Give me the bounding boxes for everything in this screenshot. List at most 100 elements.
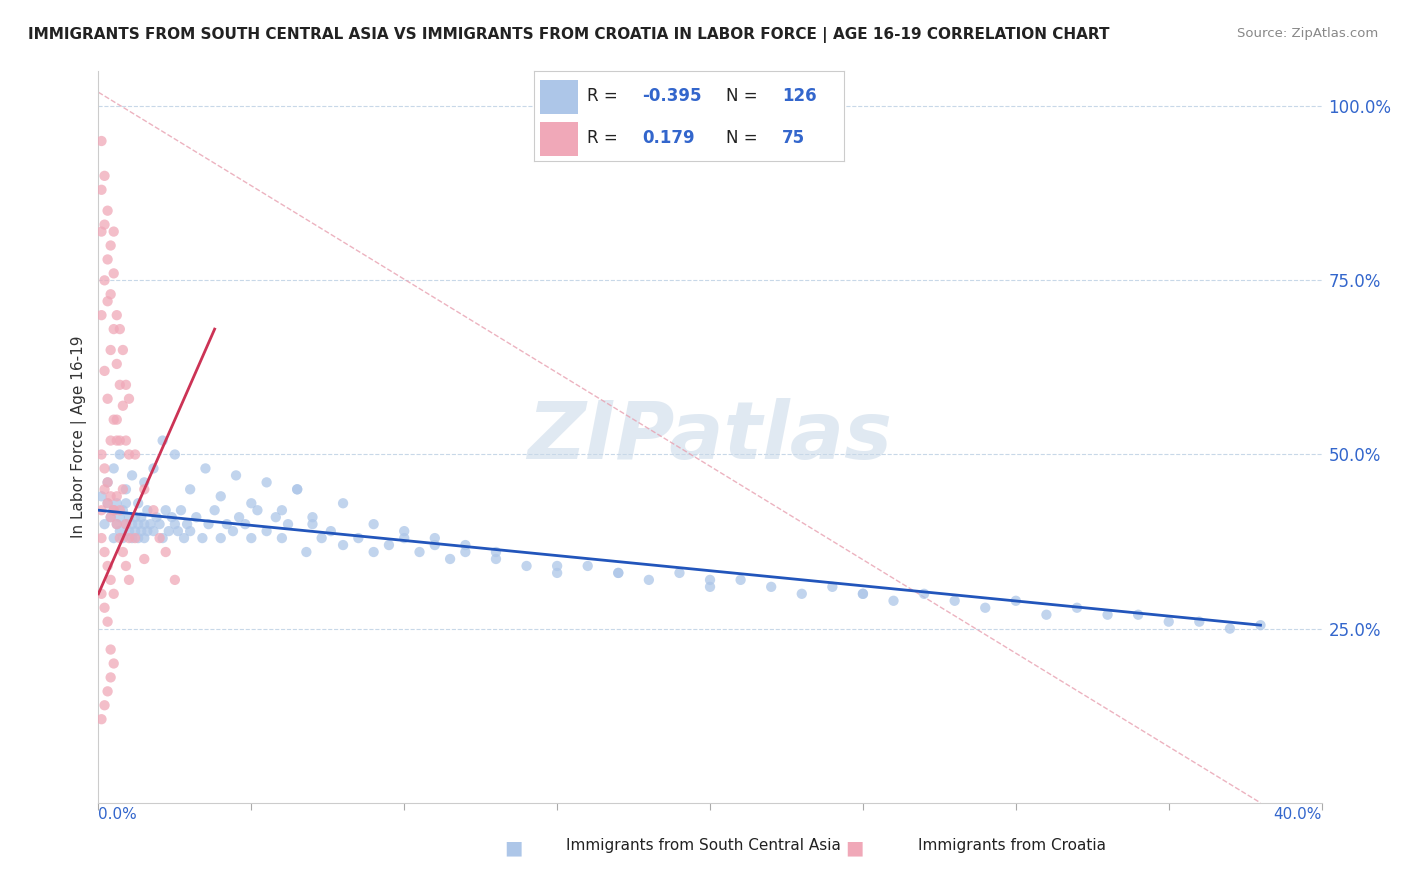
Point bbox=[408, 545, 430, 559]
Point bbox=[332, 538, 354, 552]
Point bbox=[93, 698, 115, 713]
Point bbox=[209, 531, 232, 545]
Point bbox=[100, 670, 122, 684]
Point bbox=[97, 475, 120, 490]
Point bbox=[111, 545, 134, 559]
Point bbox=[105, 517, 128, 532]
Point bbox=[115, 496, 138, 510]
Text: 75: 75 bbox=[782, 129, 804, 147]
Point bbox=[127, 496, 149, 510]
Point bbox=[90, 712, 112, 726]
Point bbox=[124, 510, 146, 524]
Point bbox=[246, 503, 269, 517]
Bar bbox=[540, 80, 578, 114]
Point bbox=[454, 545, 477, 559]
Point bbox=[311, 531, 333, 545]
Point bbox=[209, 489, 232, 503]
Point bbox=[136, 503, 159, 517]
Point bbox=[167, 524, 190, 538]
Point bbox=[90, 183, 112, 197]
Point bbox=[100, 238, 122, 252]
Point bbox=[103, 503, 125, 517]
Point bbox=[347, 531, 370, 545]
Point bbox=[108, 531, 131, 545]
Point bbox=[100, 510, 122, 524]
Point bbox=[93, 273, 115, 287]
Point bbox=[149, 517, 172, 532]
Point bbox=[105, 357, 128, 371]
Point bbox=[108, 524, 131, 538]
Point bbox=[179, 483, 201, 497]
Point bbox=[285, 483, 308, 497]
Point bbox=[108, 510, 131, 524]
Point bbox=[139, 517, 162, 532]
Point bbox=[93, 600, 115, 615]
Point bbox=[363, 517, 385, 532]
Point bbox=[105, 489, 128, 503]
Bar bbox=[540, 122, 578, 156]
Point bbox=[163, 517, 186, 532]
Point bbox=[111, 531, 134, 545]
Point bbox=[152, 434, 174, 448]
Point bbox=[285, 483, 308, 497]
Point bbox=[363, 545, 385, 559]
Point bbox=[103, 266, 125, 280]
Point bbox=[93, 169, 115, 183]
Point bbox=[105, 412, 128, 426]
Point bbox=[100, 434, 122, 448]
Point bbox=[883, 594, 905, 608]
Point bbox=[115, 517, 138, 532]
Point bbox=[454, 538, 477, 552]
Point bbox=[124, 531, 146, 545]
Point bbox=[115, 377, 138, 392]
Text: ■: ■ bbox=[845, 838, 865, 857]
Point bbox=[93, 461, 115, 475]
Point bbox=[607, 566, 630, 580]
Point bbox=[129, 524, 152, 538]
Point bbox=[270, 503, 292, 517]
Point bbox=[100, 489, 122, 503]
Point bbox=[134, 475, 156, 490]
Point bbox=[90, 308, 112, 322]
Point bbox=[121, 517, 143, 532]
Point bbox=[108, 377, 131, 392]
Point bbox=[179, 524, 201, 538]
Point bbox=[97, 615, 120, 629]
Point bbox=[103, 587, 125, 601]
Point bbox=[97, 392, 120, 406]
Point bbox=[516, 558, 538, 573]
Text: Source: ZipAtlas.com: Source: ZipAtlas.com bbox=[1237, 27, 1378, 40]
Point bbox=[105, 434, 128, 448]
Point bbox=[439, 552, 461, 566]
Point bbox=[118, 510, 141, 524]
Text: N =: N = bbox=[725, 129, 763, 147]
Point bbox=[134, 517, 156, 532]
Point bbox=[97, 475, 120, 490]
Point bbox=[170, 503, 193, 517]
Point bbox=[730, 573, 752, 587]
Point bbox=[90, 587, 112, 601]
Point bbox=[97, 252, 120, 267]
Point bbox=[134, 552, 156, 566]
Point bbox=[100, 510, 122, 524]
Point bbox=[105, 308, 128, 322]
Point bbox=[301, 517, 323, 532]
Point bbox=[155, 545, 177, 559]
Text: -0.395: -0.395 bbox=[643, 87, 702, 105]
Point bbox=[90, 225, 112, 239]
Point bbox=[173, 531, 195, 545]
Point bbox=[103, 322, 125, 336]
Point bbox=[93, 364, 115, 378]
Point bbox=[277, 517, 299, 532]
Point bbox=[1004, 594, 1026, 608]
Point bbox=[1097, 607, 1119, 622]
Point bbox=[115, 483, 138, 497]
Point bbox=[111, 483, 134, 497]
Point bbox=[90, 531, 112, 545]
Point bbox=[93, 545, 115, 559]
Y-axis label: In Labor Force | Age 16-19: In Labor Force | Age 16-19 bbox=[72, 335, 87, 539]
Point bbox=[1035, 607, 1057, 622]
Point bbox=[121, 531, 143, 545]
Point bbox=[163, 448, 186, 462]
Point bbox=[103, 412, 125, 426]
